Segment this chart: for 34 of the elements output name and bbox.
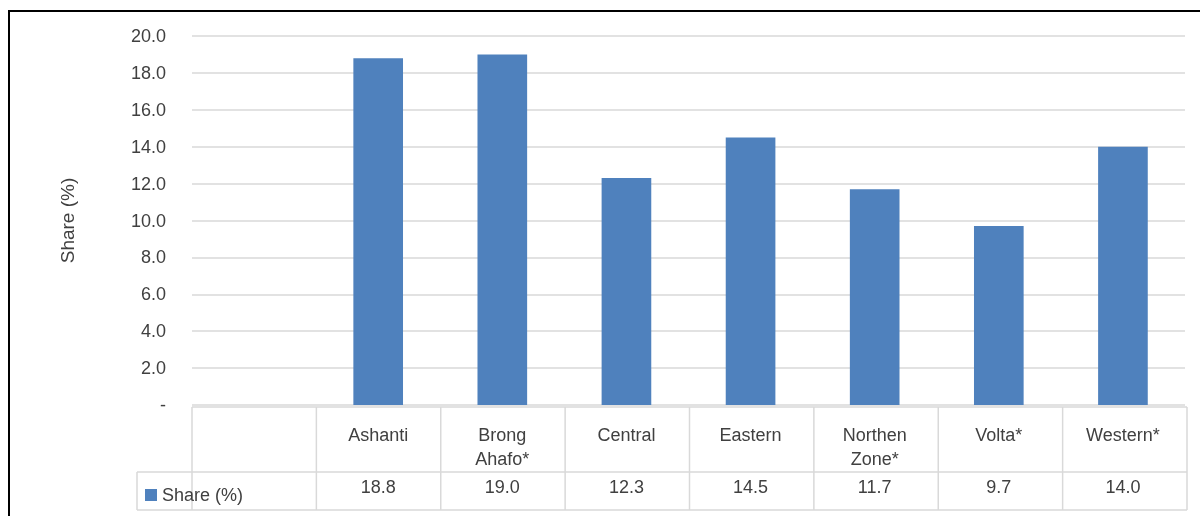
data-label: 11.7	[857, 477, 892, 497]
bar	[601, 178, 652, 405]
bar	[973, 226, 1024, 405]
y-tick-label: -	[160, 395, 166, 415]
data-label: 18.8	[360, 477, 396, 497]
y-tick-label: 20.0	[130, 26, 166, 46]
data-label: 14.5	[733, 477, 769, 497]
data-label: 19.0	[484, 477, 520, 497]
bar	[849, 189, 900, 405]
y-axis-title: Share (%)	[57, 177, 78, 264]
y-tick-label: 18.0	[130, 62, 166, 83]
legend-label: Share (%)	[162, 485, 244, 505]
x-tick-label: Central	[597, 425, 656, 445]
x-tick-label: Volta*	[975, 425, 1023, 445]
x-tick-label: Western*	[1086, 425, 1160, 445]
y-tick-label: 4.0	[140, 321, 166, 342]
y-tick-label: 6.0	[140, 284, 166, 305]
bar	[725, 137, 776, 405]
y-tick-label: 16.0	[130, 99, 166, 120]
data-label: 12.3	[608, 477, 644, 497]
x-tick-label: Northen Zone*	[842, 425, 907, 469]
y-tick-label: 10.0	[130, 210, 166, 231]
x-tick-label: Ashanti	[348, 425, 409, 445]
bar	[1098, 146, 1148, 405]
data-label: 14.0	[1105, 477, 1141, 497]
y-tick-label: 14.0	[130, 136, 166, 157]
data-label: 9.7	[986, 477, 1012, 497]
x-tick-label: Brong Ahafo*	[475, 425, 530, 469]
y-tick-label: 8.0	[140, 247, 166, 268]
y-tick-label: 12.0	[130, 173, 166, 194]
bar	[477, 54, 528, 405]
bar	[353, 58, 404, 405]
y-tick-label: 2.0	[140, 358, 166, 379]
x-tick-label: Eastern	[719, 425, 782, 445]
